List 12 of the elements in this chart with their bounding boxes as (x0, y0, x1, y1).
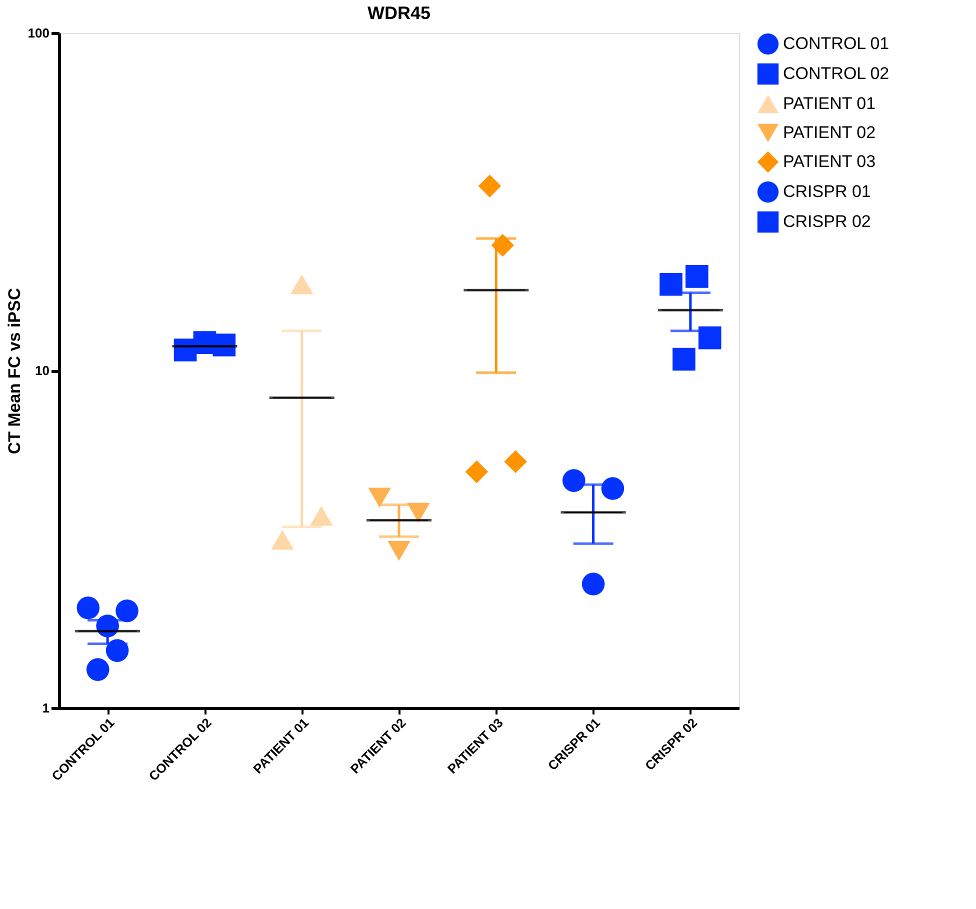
chart-title: WDR45 (367, 3, 431, 23)
y-tick-label: 1 (42, 700, 50, 716)
legend-label: CONTROL 01 (783, 34, 890, 53)
legend-label: PATIENT 01 (783, 94, 876, 113)
y-axis-title: CT Mean FC vs iPSC (4, 288, 24, 454)
legend-label: PATIENT 02 (783, 123, 876, 142)
legend-label: CRISPR 01 (783, 182, 871, 201)
legend-label: CRISPR 02 (783, 212, 871, 231)
y-tick-label: 10 (35, 363, 50, 378)
y-tick-label: 100 (28, 26, 50, 40)
legend-label: CONTROL 02 (783, 64, 890, 83)
legend-label: PATIENT 03 (783, 152, 876, 171)
